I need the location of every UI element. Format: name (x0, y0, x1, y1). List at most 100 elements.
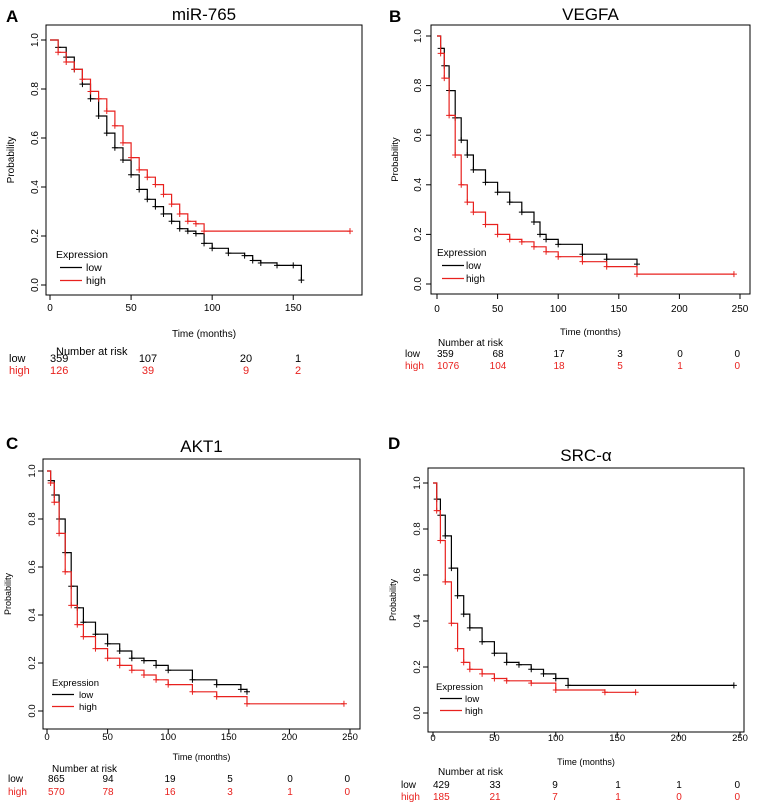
y-tick-label: 0.2 (413, 227, 424, 241)
censor-mark-high (243, 700, 250, 707)
legend-label-low: low (86, 262, 102, 274)
censor-mark-high (140, 672, 147, 678)
censor-mark-high (176, 210, 183, 217)
risk-table-header: Number at risk (438, 338, 504, 349)
censor-mark-low (111, 144, 118, 151)
censor-mark-low (241, 252, 248, 259)
legend-title: Expression (436, 682, 483, 693)
y-axis-label: Probability (6, 137, 17, 184)
y-tick-label: 0.6 (27, 560, 38, 573)
risk-value: 0 (734, 780, 740, 791)
censor-mark-high (466, 666, 473, 673)
censor-mark-high (87, 88, 94, 95)
y-tick-label: 0.2 (30, 229, 41, 243)
x-tick-label: 200 (281, 732, 297, 743)
censor-mark-low (464, 152, 471, 159)
censor-mark-high (116, 662, 123, 669)
y-tick-label: 0.0 (413, 277, 424, 291)
risk-value: 39 (142, 365, 154, 377)
x-tick-label: 150 (610, 304, 627, 315)
y-tick-label: 1.0 (30, 33, 41, 47)
censor-mark-high (80, 633, 87, 640)
risk-value: 1076 (437, 361, 460, 372)
panel-letter: B (389, 7, 401, 26)
censor-mark-low (192, 230, 199, 237)
censor-mark-high (460, 659, 467, 666)
censor-mark-high (464, 199, 471, 206)
censor-mark-low (189, 676, 196, 683)
censor-mark-low (128, 171, 135, 178)
x-tick-label: 200 (671, 304, 688, 315)
censor-mark-low (184, 228, 191, 235)
legend-label-low: low (79, 690, 93, 701)
censor-mark-low (479, 638, 486, 645)
risk-value: 21 (489, 792, 501, 803)
censor-mark-low (466, 624, 473, 631)
legend-label-high: high (79, 702, 97, 713)
censor-mark-low (249, 257, 256, 264)
censor-mark-high (448, 620, 455, 627)
censor-mark-high (213, 693, 220, 700)
censor-mark-high (347, 228, 353, 235)
censor-mark-low (225, 250, 232, 257)
censor-mark-high (632, 689, 639, 696)
censor-mark-low (165, 667, 172, 674)
risk-value: 0 (344, 787, 350, 798)
censor-mark-low (136, 186, 143, 193)
x-tick-label: 250 (342, 732, 358, 743)
censor-mark-low (116, 648, 123, 654)
panel-letter: C (6, 434, 18, 453)
y-tick-label: 0.8 (412, 522, 423, 535)
risk-value: 2 (295, 365, 301, 377)
risk-value: 9 (243, 365, 249, 377)
censor-mark-high (603, 263, 610, 270)
censor-mark-low (460, 611, 467, 618)
x-tick-label: 250 (732, 304, 749, 315)
censor-mark-high (579, 258, 586, 265)
censor-mark-high (528, 680, 535, 687)
chart-title: SRC-α (560, 446, 612, 465)
censor-mark-high (103, 108, 110, 115)
risk-value: 16 (164, 787, 176, 798)
x-axis-label: Time (months) (172, 329, 236, 340)
censor-mark-low (730, 682, 737, 689)
censor-mark-high (470, 209, 477, 216)
censor-mark-high (555, 253, 562, 260)
risk-value: 185 (433, 792, 450, 803)
risk-value: 1 (677, 361, 683, 372)
censor-mark-high (128, 667, 135, 674)
risk-value: 5 (227, 774, 233, 785)
censor-mark-high (633, 271, 640, 278)
x-tick-label: 0 (434, 304, 440, 315)
y-tick-label: 1.0 (412, 476, 423, 489)
censor-mark-low (95, 112, 102, 119)
censor-mark-high (56, 530, 63, 537)
censor-mark-high (494, 231, 501, 238)
risk-value: 17 (553, 349, 565, 360)
risk-row-label-low: low (9, 353, 26, 365)
censor-mark-low (243, 688, 250, 695)
censor-mark-high (506, 236, 513, 243)
censor-mark-high (518, 238, 525, 245)
censor-mark-high (601, 689, 608, 696)
risk-value: 19 (164, 774, 176, 785)
censor-mark-high (79, 76, 86, 83)
risk-value: 3 (227, 787, 233, 798)
x-axis-label: Time (months) (557, 757, 615, 767)
x-axis-label: Time (months) (173, 752, 231, 762)
y-axis-label: Probability (3, 572, 13, 615)
censor-mark-high (104, 655, 111, 662)
y-tick-label: 1.0 (27, 464, 38, 477)
censor-mark-low (518, 209, 525, 216)
legend-title: Expression (52, 678, 99, 689)
panel-letter: D (388, 434, 400, 453)
censor-mark-low (565, 682, 572, 689)
x-tick-label: 0 (47, 303, 53, 314)
legend-label-high: high (465, 706, 483, 717)
risk-value: 0 (734, 361, 740, 372)
y-tick-label: 0.4 (27, 608, 38, 621)
censor-mark-high (136, 166, 143, 173)
